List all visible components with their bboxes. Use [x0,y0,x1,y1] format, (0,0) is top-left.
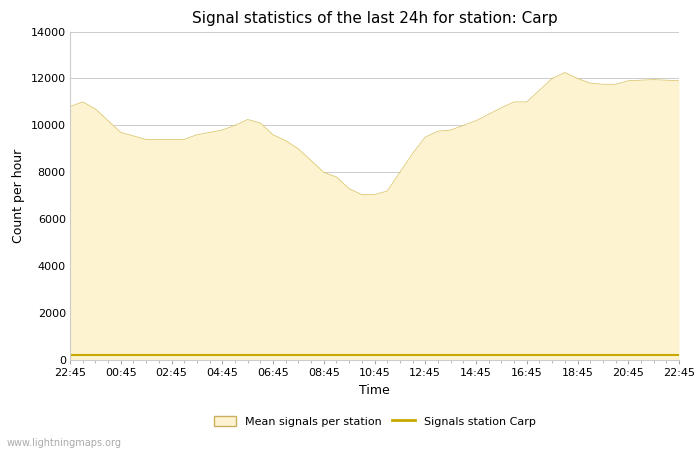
Y-axis label: Count per hour: Count per hour [12,148,25,243]
X-axis label: Time: Time [359,384,390,397]
Legend: Mean signals per station, Signals station Carp: Mean signals per station, Signals statio… [214,416,536,427]
Text: www.lightningmaps.org: www.lightningmaps.org [7,438,122,448]
Title: Signal statistics of the last 24h for station: Carp: Signal statistics of the last 24h for st… [192,11,557,26]
